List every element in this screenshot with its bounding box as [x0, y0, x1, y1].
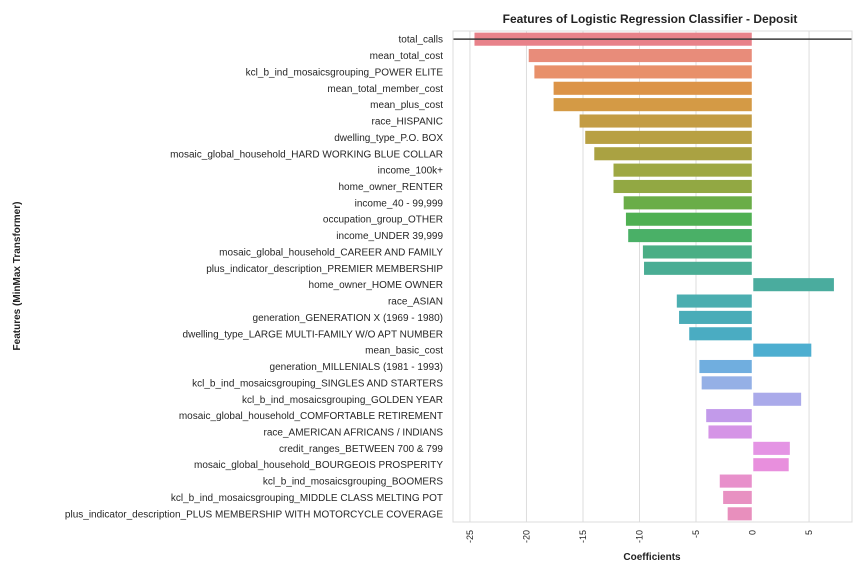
category-label: plus_indicator_description_PLUS MEMBERSH… [65, 509, 443, 520]
bar [594, 147, 753, 161]
x-tick-label: -20 [521, 530, 531, 543]
bar [585, 130, 753, 144]
y-axis-label: Features (MinMax Transformer) [12, 202, 23, 351]
category-label: home_owner_RENTER [339, 182, 444, 193]
bar [528, 49, 753, 63]
bar [719, 474, 753, 488]
bar [642, 245, 753, 259]
chart-title: Features of Logistic Regression Classifi… [503, 12, 798, 26]
reference-lines [453, 31, 852, 522]
bar [706, 409, 753, 423]
category-label: income_100k+ [378, 166, 443, 177]
x-tick-label: -15 [578, 530, 588, 543]
category-label: mean_total_cost [370, 51, 444, 62]
bar [708, 425, 753, 439]
category-label: kcl_b_ind_mosaicsgrouping_SINGLES AND ST… [192, 378, 443, 389]
bar [699, 359, 753, 374]
category-label: mosaic_global_household_HARD WORKING BLU… [170, 149, 443, 160]
bar [625, 212, 753, 226]
bar [752, 441, 790, 455]
x-tick-label: 0 [748, 530, 758, 535]
bar [752, 392, 802, 406]
bar [553, 98, 753, 112]
x-tick-label: -5 [691, 530, 701, 538]
x-axis-label: Coefficients [623, 552, 681, 563]
bar [644, 261, 753, 275]
bar [676, 294, 753, 308]
category-label: income_UNDER 39,999 [336, 231, 443, 242]
bar [613, 163, 753, 177]
category-label: mean_plus_cost [370, 100, 443, 111]
bar [553, 81, 753, 95]
bar [727, 507, 753, 521]
category-label: dwelling_type_LARGE MULTI-FAMILY W/O APT… [183, 329, 443, 340]
category-label: mosaic_global_household_CAREER AND FAMIL… [219, 247, 443, 258]
category-label: mean_basic_cost [365, 346, 443, 357]
x-tick-labels: -25 -20 -15 -10 -5 0 5 [465, 530, 814, 543]
category-label: mosaic_global_household_BOURGEOIS PROSPE… [194, 460, 443, 471]
category-label: kcl_b_ind_mosaicsgrouping_BOOMERS [263, 477, 443, 488]
category-label: generation_MILLENIALS (1981 - 1993) [270, 362, 443, 373]
category-label: income_40 - 99,999 [355, 198, 444, 209]
bar [752, 458, 789, 472]
bar [679, 310, 753, 324]
bar [623, 196, 753, 210]
category-label: occupation_group_OTHER [323, 215, 443, 226]
category-label: mosaic_global_household_COMFORTABLE RETI… [179, 411, 443, 422]
category-label: kcl_b_ind_mosaicsgrouping_MIDDLE CLASS M… [171, 493, 443, 504]
bar [628, 229, 753, 243]
category-label: mean_total_member_cost [327, 84, 443, 95]
bar [613, 179, 753, 194]
category-label: plus_indicator_description_PREMIER MEMBE… [206, 264, 443, 275]
category-label: kcl_b_ind_mosaicsgrouping_GOLDEN YEAR [242, 395, 443, 406]
category-label: home_owner_HOME OWNER [309, 280, 443, 291]
category-label: generation_GENERATION X (1969 - 1980) [253, 313, 443, 324]
category-label: total_calls [399, 35, 443, 46]
bar [579, 114, 753, 128]
bar [723, 490, 753, 504]
category-label: race_AMERICAN AFRICANS / INDIANS [264, 427, 444, 438]
bar [689, 327, 753, 341]
bar [752, 278, 834, 292]
category-label: dwelling_type_P.O. BOX [334, 133, 443, 144]
x-tick-label: -10 [635, 530, 645, 543]
bar [534, 65, 753, 79]
category-labels: total_calls mean_total_cost kcl_b_ind_mosa… [65, 35, 444, 521]
x-tick-label: 5 [804, 530, 814, 535]
category-label: kcl_b_ind_mosaicsgrouping_POWER ELITE [246, 67, 444, 78]
x-tick-label: -25 [465, 530, 475, 543]
category-label: race_ASIAN [388, 297, 443, 308]
bars [474, 32, 834, 521]
category-label: race_HISPANIC [371, 117, 443, 128]
bar [752, 343, 812, 357]
bar [701, 376, 753, 390]
plot-frame [452, 30, 853, 523]
category-label: credit_ranges_BETWEEN 700 & 799 [279, 444, 443, 455]
